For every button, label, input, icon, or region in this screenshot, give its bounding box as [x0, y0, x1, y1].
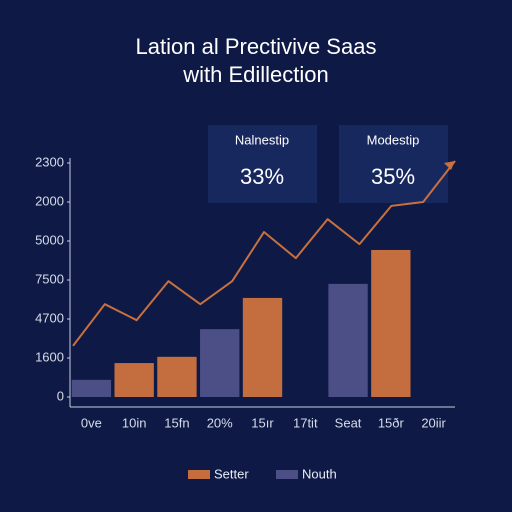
trend-arrow [444, 161, 455, 171]
y-tick-label: 4700 [35, 310, 64, 325]
legend-label: Setter [214, 466, 249, 481]
y-tick-label: 5000 [35, 232, 64, 247]
bar [242, 297, 283, 397]
y-tick-label: 7500 [35, 271, 64, 286]
trend-line [72, 160, 456, 347]
y-tick-label: 0 [57, 388, 64, 403]
y-tick-label: 1600 [35, 349, 64, 364]
x-tick-label: 17tit [293, 415, 318, 430]
bar [328, 283, 368, 397]
card-label: Modestip [367, 132, 420, 147]
card [339, 125, 448, 203]
card-value: 35% [371, 164, 415, 189]
bar [157, 356, 197, 397]
x-tick-label: 20iir [421, 415, 446, 430]
bar [200, 329, 240, 397]
x-tick-label: Seat [335, 415, 362, 430]
x-tick-label: 15fn [164, 415, 189, 430]
card-value: 33% [240, 164, 284, 189]
bar [71, 379, 112, 397]
x-tick-label: 15ðr [378, 415, 405, 430]
bar [114, 363, 154, 397]
y-tick-label: 2000 [35, 193, 64, 208]
x-tick-label: 0ve [81, 415, 102, 430]
x-tick-label: 20% [207, 415, 233, 430]
chart-title: Lation al Prectivive Saas [136, 34, 377, 59]
chart-subtitle: with Edillection [182, 62, 329, 87]
x-tick-label: 15ır [251, 415, 274, 430]
x-tick-label: 10in [122, 415, 147, 430]
legend-swatch [188, 470, 210, 479]
y-tick-label: 2300 [35, 154, 64, 169]
bar [371, 249, 411, 397]
legend-label: Nouth [302, 466, 337, 481]
legend-swatch [276, 470, 298, 479]
card [208, 125, 317, 203]
card-label: Nalnestip [235, 132, 289, 147]
